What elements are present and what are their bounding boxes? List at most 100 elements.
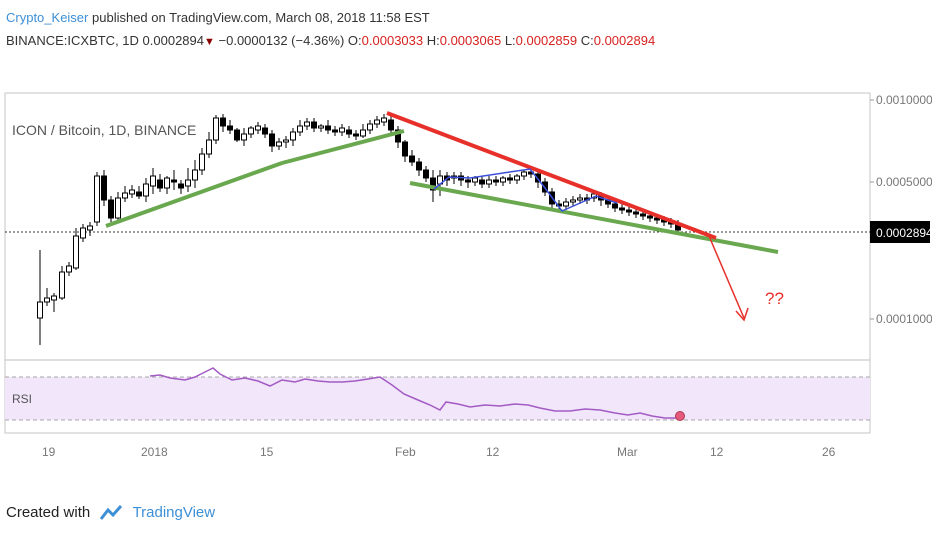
- candle-body: [493, 179, 499, 183]
- candle-body: [346, 129, 352, 135]
- candle-body: [220, 117, 226, 127]
- candle: [297, 120, 303, 136]
- candle: [269, 130, 275, 152]
- candle: [486, 176, 492, 188]
- symbol-label: BINANCE:ICXBTC, 1D: [6, 33, 139, 48]
- candle: [66, 262, 72, 276]
- author-link[interactable]: Crypto_Keiser: [6, 10, 89, 25]
- candle-body: [409, 155, 415, 163]
- x-tick-label: Mar: [617, 445, 638, 459]
- candle: [570, 196, 576, 206]
- candle-body: [521, 171, 527, 177]
- x-tick-label: 12: [710, 445, 724, 459]
- falling-resistance-line[interactable]: [386, 111, 717, 240]
- candle: [59, 266, 65, 300]
- candle: [395, 126, 401, 148]
- candle: [150, 168, 156, 194]
- candle: [206, 132, 212, 158]
- candle-body: [248, 127, 254, 135]
- candle: [521, 170, 527, 180]
- open-value: 0.0003033: [361, 33, 424, 48]
- candle-body: [227, 125, 233, 131]
- candle-body: [465, 179, 471, 183]
- candle: [51, 293, 57, 312]
- candle: [262, 124, 268, 138]
- tradingview-brand-link[interactable]: TradingView: [132, 504, 216, 521]
- rsi-current-dot: [675, 411, 685, 421]
- publication-line: Crypto_Keiser published on TradingView.c…: [6, 10, 430, 25]
- candle-body: [395, 129, 401, 143]
- candle-body: [654, 217, 660, 221]
- candle: [353, 130, 359, 140]
- candle-body: [626, 209, 632, 213]
- candle-body: [647, 215, 653, 219]
- candle-body: [416, 161, 422, 171]
- candle: [143, 178, 149, 202]
- x-tick-label: 2018: [141, 445, 168, 459]
- candle: [157, 174, 163, 192]
- candle-body: [332, 129, 338, 133]
- high-value: 0.0003065: [439, 33, 502, 48]
- candle: [619, 204, 625, 214]
- candle-body: [255, 125, 261, 131]
- candle-body: [402, 141, 408, 157]
- candle: [514, 174, 520, 184]
- support-trendline-2[interactable]: [281, 129, 405, 165]
- candle: [563, 198, 569, 210]
- candle: [115, 192, 121, 222]
- candle-body: [353, 133, 359, 137]
- rsi-band: [5, 377, 870, 420]
- candle: [248, 126, 254, 138]
- candle-body: [339, 127, 345, 133]
- candle-body: [276, 141, 282, 147]
- candle: [220, 114, 226, 132]
- candle: [283, 136, 289, 148]
- y-tick-label: 0.0010000: [876, 93, 932, 107]
- swing-polyline[interactable]: [433, 168, 618, 212]
- candle: [290, 128, 296, 146]
- candle: [500, 176, 506, 186]
- candle-body: [619, 207, 625, 211]
- candle-body: [381, 117, 387, 123]
- last-price-badge: [870, 221, 930, 243]
- candle: [276, 138, 282, 150]
- candle: [178, 180, 184, 194]
- candle: [332, 126, 338, 136]
- candle: [80, 224, 86, 242]
- candle-body: [360, 129, 366, 137]
- candle: [367, 120, 373, 134]
- ohlc-line: BINANCE:ICXBTC, 1D 0.0002894▼ −0.0000132…: [6, 33, 655, 48]
- candle-body: [374, 119, 380, 125]
- candle: [94, 172, 100, 226]
- projection-arrow[interactable]: [708, 235, 745, 319]
- candle: [339, 124, 345, 136]
- candle: [199, 148, 205, 175]
- candle-body: [150, 175, 156, 187]
- candle-body: [73, 235, 79, 269]
- candle: [37, 250, 43, 345]
- candle-body: [192, 169, 198, 181]
- candle: [388, 116, 394, 134]
- candle-body: [423, 169, 429, 179]
- candle-body: [44, 297, 50, 303]
- candle-body: [304, 121, 310, 127]
- projection-arrowhead-icon: [735, 307, 749, 322]
- candle: [227, 120, 233, 134]
- candle-body: [206, 139, 212, 155]
- candle: [479, 176, 485, 188]
- close-label: C:: [580, 33, 594, 48]
- candle: [493, 176, 499, 186]
- candle-body: [213, 117, 219, 141]
- support-trendline-1[interactable]: [105, 161, 283, 228]
- falling-wedge-support[interactable]: [409, 181, 779, 254]
- candle-body: [80, 227, 86, 239]
- last-price-badge-label: 0.0002894: [876, 226, 932, 240]
- candle-body: [199, 153, 205, 171]
- candle: [325, 120, 331, 134]
- rsi-line: [149, 367, 678, 419]
- candle-body: [115, 197, 121, 219]
- candle-body: [241, 133, 247, 141]
- candle-body: [37, 301, 43, 319]
- candle: [402, 140, 408, 162]
